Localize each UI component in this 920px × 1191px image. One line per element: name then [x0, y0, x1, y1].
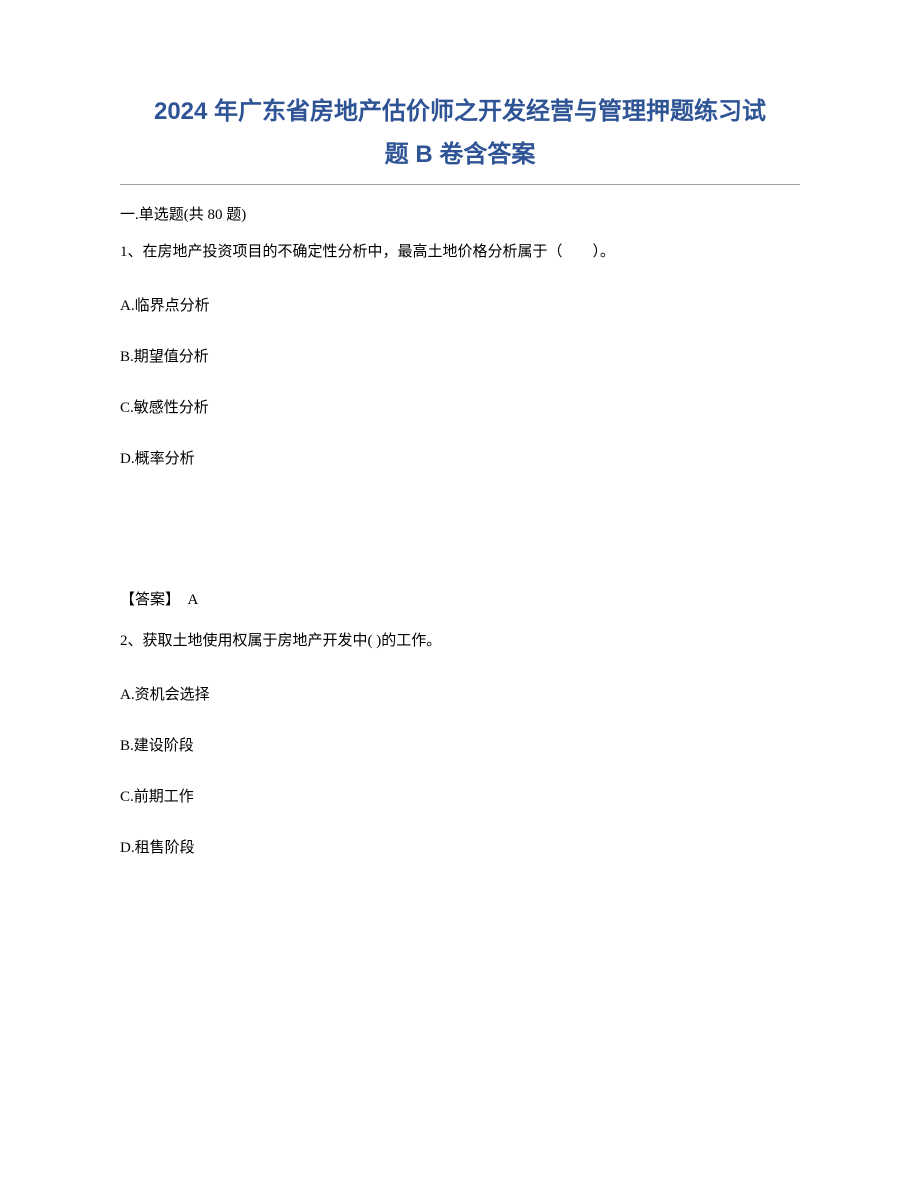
document-title-line1: 2024 年广东省房地产估价师之开发经营与管理押题练习试: [120, 90, 800, 133]
question-2-body: 获取土地使用权属于房地产开发中( )的工作。: [143, 633, 442, 649]
question-1-option-a: A.临界点分析: [120, 294, 800, 315]
title-divider: [120, 184, 800, 185]
question-1-option-c: C.敏感性分析: [120, 396, 800, 417]
section-header: 一.单选题(共 80 题): [120, 203, 800, 224]
question-1-number: 1、: [120, 244, 143, 260]
question-1-option-d: D.概率分析: [120, 447, 800, 468]
question-2-number: 2、: [120, 633, 143, 649]
question-1-body: 在房地产投资项目的不确定性分析中，最高土地价格分析属于（ ）。: [143, 244, 616, 260]
document-title-line2: 题 B 卷含答案: [120, 133, 800, 176]
question-2-option-a: A.资机会选择: [120, 683, 800, 704]
question-2-option-d: D.租售阶段: [120, 836, 800, 857]
question-1-text: 1、在房地产投资项目的不确定性分析中，最高土地价格分析属于（ ）。: [120, 240, 800, 264]
answer-label: 【答案】: [120, 592, 173, 608]
answer-value: A: [188, 592, 199, 608]
question-2-option-c: C.前期工作: [120, 785, 800, 806]
question-1-option-b: B.期望值分析: [120, 345, 800, 366]
question-2-option-b: B.建设阶段: [120, 734, 800, 755]
question-1-answer: 【答案】 A: [120, 588, 800, 609]
question-2-text: 2、获取土地使用权属于房地产开发中( )的工作。: [120, 629, 800, 653]
